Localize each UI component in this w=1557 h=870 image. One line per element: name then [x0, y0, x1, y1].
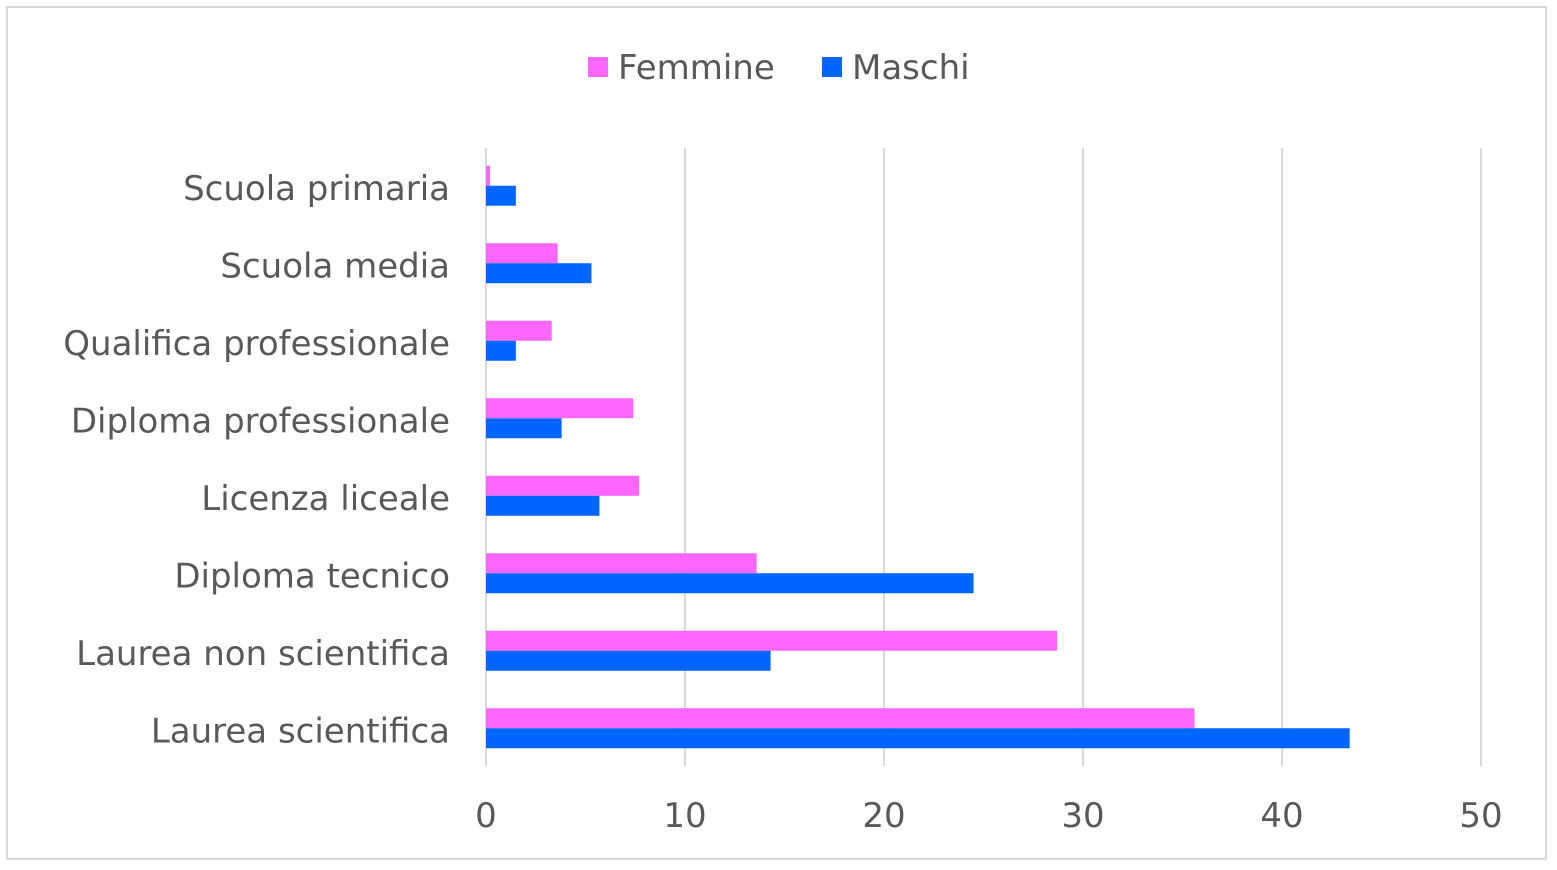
x-tick-label: 30	[1061, 796, 1104, 836]
x-tick-labels: 0 10 20 30 40 50	[475, 796, 1502, 836]
legend-swatch	[822, 57, 842, 77]
bar-maschi	[486, 573, 974, 594]
bar-maschi	[486, 418, 562, 439]
bar-femmine	[486, 475, 640, 496]
legend-label: Maschi	[852, 48, 970, 88]
bar-femmine	[486, 553, 757, 574]
bar-femmine	[486, 630, 1058, 651]
x-tick-label: 0	[475, 796, 497, 836]
bar-femmine	[486, 708, 1195, 729]
x-tick-label: 50	[1459, 796, 1502, 836]
category-label: Licenza liceale	[201, 479, 450, 519]
bar-maschi	[486, 263, 592, 284]
category-labels: Scuola primaria Scuola media Qualifica pro…	[63, 169, 450, 752]
bar-femmine	[486, 243, 558, 264]
bar-femmine	[486, 320, 552, 341]
bar-maschi	[486, 495, 600, 516]
x-tick-label: 10	[663, 796, 706, 836]
legend-item-maschi: Maschi	[822, 48, 970, 88]
category-label: Diploma tecnico	[174, 556, 450, 596]
bars	[486, 165, 1350, 749]
legend: Femmine Maschi	[588, 48, 970, 88]
legend-label: Femmine	[618, 48, 775, 88]
category-label: Scuola media	[220, 246, 450, 286]
bar-maschi	[486, 650, 771, 671]
bar-maschi	[486, 185, 516, 206]
bar-maschi	[486, 728, 1350, 749]
bar-femmine	[486, 398, 634, 419]
x-tick-label: 20	[862, 796, 905, 836]
category-label: Laurea scientifica	[151, 711, 450, 751]
x-tick-label: 40	[1260, 796, 1303, 836]
category-label: Qualifica professionale	[63, 324, 450, 364]
category-label: Laurea non scientifica	[76, 634, 450, 674]
legend-item-femmine: Femmine	[588, 48, 775, 88]
bar-maschi	[486, 340, 516, 361]
gridlines	[485, 148, 1482, 766]
bar-femmine	[486, 165, 490, 186]
category-label: Scuola primaria	[183, 169, 450, 209]
legend-swatch	[588, 57, 608, 77]
category-label: Diploma professionale	[71, 401, 450, 441]
